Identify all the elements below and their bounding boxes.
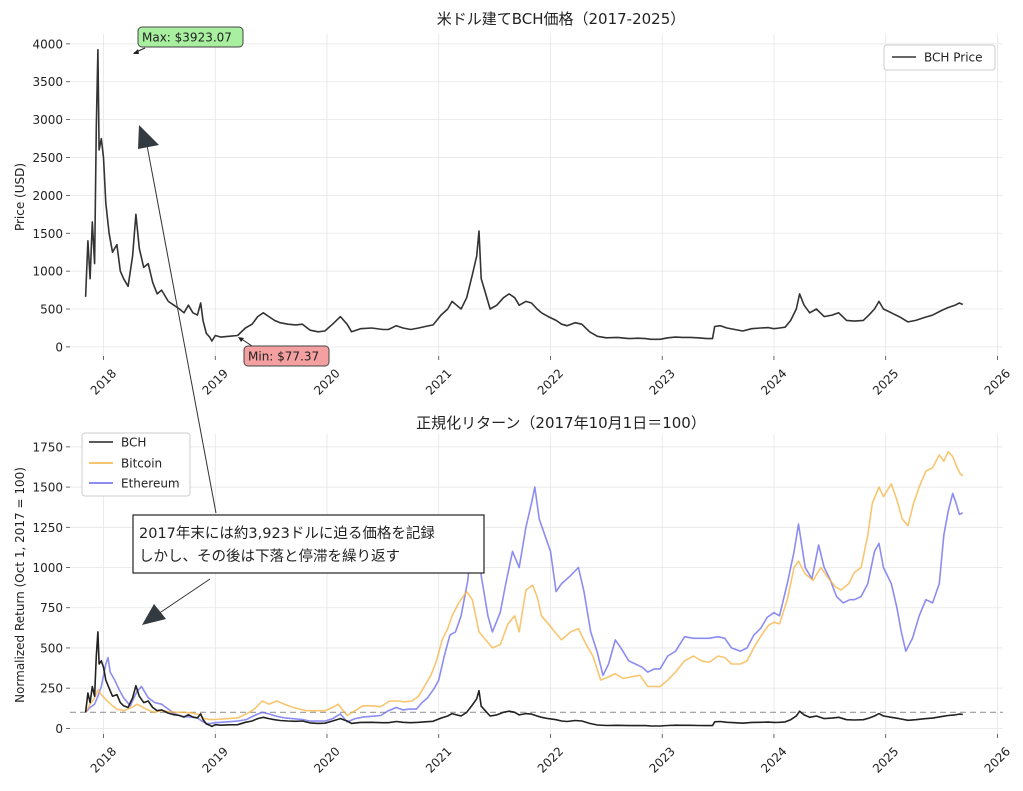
top-x-tick-label: 2024	[758, 366, 789, 397]
bottom-series-line-bch	[84, 631, 963, 728]
top-y-tick-label: 0	[55, 340, 63, 354]
bottom-x-tick-label: 2021	[423, 744, 454, 775]
bottom-y-tick-label: 250	[40, 682, 63, 696]
top-y-tick-label: 2000	[32, 189, 63, 203]
callout-line-2: しかし、その後は下落と停滞を繰り返す	[139, 548, 400, 565]
top-legend-label-bch-price: BCH Price	[924, 51, 983, 65]
bottom-y-tick-label: 1000	[32, 561, 63, 575]
top-x-tick-label: 2025	[870, 366, 901, 397]
top-x-tick-label: 2018	[88, 366, 119, 397]
bottom-y-tick-label: 0	[55, 722, 63, 736]
top-y-axis-label: Price (USD)	[13, 163, 27, 231]
top-y-tick-label: 3500	[32, 75, 63, 89]
top-grid	[66, 34, 1003, 360]
top-x-tick-label: 2021	[423, 366, 454, 397]
top-y-tick-label: 2500	[32, 151, 63, 165]
bottom-series-line-bitcoin	[84, 450, 964, 721]
bottom-chart-title: 正規化リターン（2017年10月1日＝100）	[416, 414, 706, 432]
top-y-tick-label: 4000	[32, 37, 63, 51]
max-annotation-label: Max: $3923.07	[142, 31, 232, 45]
top-legend-box	[883, 44, 996, 71]
top-series-lines	[84, 48, 964, 342]
callout-line-1: 2017年末には約3,923ドルに迫る価格を記録	[139, 525, 435, 542]
bottom-x-tick-label: 2023	[646, 744, 677, 775]
callout-leader-line	[145, 139, 217, 514]
bottom-legend-label-bch: BCH	[121, 436, 146, 450]
bottom-series-lines	[84, 450, 964, 728]
callout-box	[132, 514, 485, 574]
min-annotation-arrowhead	[238, 337, 244, 342]
bottom-y-tick-label: 1250	[32, 521, 63, 535]
bottom-y-tick-labels: 0 250 500 750 1000 1250 1500 1750	[32, 440, 63, 736]
normalized-return-chart: 2018 2019 2020 2021 2022 2023 2024 2025 2026 0 25…	[13, 414, 1013, 776]
bottom-x-tick-label: 2026	[982, 744, 1013, 775]
top-y-tick-label: 1000	[32, 265, 63, 279]
bottom-legend-label-bitcoin: Bitcoin	[121, 457, 162, 471]
bottom-x-tick-label: 2018	[88, 744, 119, 775]
top-x-tick-label: 2023	[646, 366, 677, 397]
callout: 2017年末には約3,923ドルに迫る価格を記録 しかし、その後は下落と停滞を繰…	[132, 125, 485, 625]
bch-price-chart: 2018 2019 2020 2021 2022 2023 2024 2025 2026 0 50…	[13, 10, 1013, 398]
top-x-tick-label: 2022	[535, 366, 566, 397]
bottom-y-tick-label: 500	[40, 641, 63, 655]
top-x-tick-label: 2026	[982, 366, 1013, 397]
top-y-tick-label: 3000	[32, 113, 63, 127]
bottom-y-tick-label: 750	[40, 601, 63, 615]
bottom-x-tick-label: 2024	[758, 744, 789, 775]
top-legend: BCH Price	[883, 44, 996, 71]
bottom-y-axis-label: Normalized Return (Oct 1, 2017 = 100)	[13, 467, 27, 703]
bottom-x-tick-label: 2025	[870, 744, 901, 775]
max-annotation: Max: $3923.07	[133, 26, 244, 54]
bottom-y-tick-label: 1750	[32, 440, 63, 454]
bottom-legend-label-ethereum: Ethereum	[121, 477, 180, 491]
top-y-tick-label: 500	[40, 303, 63, 317]
callout-leader-line-bottom	[157, 578, 211, 615]
top-x-tick-label: 2019	[200, 366, 231, 397]
top-x-tick-labels: 2018 2019 2020 2021 2022 2023 2024 2025 2026	[88, 366, 1013, 397]
callout-arrowhead-top	[138, 125, 159, 149]
top-x-tick-label: 2020	[311, 366, 342, 397]
max-annotation-box	[137, 26, 244, 48]
top-y-tick-labels: 0 500 1000 1500 2000 2500 3000 3500 4000	[32, 37, 63, 354]
bottom-x-tick-label: 2019	[200, 744, 231, 775]
max-annotation-arrowhead	[133, 49, 139, 54]
min-annotation-box	[243, 345, 330, 367]
bottom-legend-box	[81, 432, 191, 497]
bottom-x-tick-label: 2020	[311, 744, 342, 775]
top-chart-title: 米ドル建てBCH価格（2017-2025）	[437, 10, 686, 28]
bottom-y-tick-label: 1500	[32, 481, 63, 495]
min-annotation-label: Min: $77.37	[248, 350, 319, 364]
bottom-legend: BCH Bitcoin Ethereum	[81, 432, 191, 497]
top-series-line-bch-price	[84, 48, 964, 342]
bottom-grid	[66, 434, 1003, 738]
top-y-tick-label: 1500	[32, 227, 63, 241]
bottom-x-tick-labels: 2018 2019 2020 2021 2022 2023 2024 2025 2026	[88, 744, 1013, 775]
min-annotation: Min: $77.37	[238, 337, 330, 367]
bottom-x-tick-label: 2022	[535, 744, 566, 775]
callout-arrowhead-bottom	[142, 604, 166, 625]
